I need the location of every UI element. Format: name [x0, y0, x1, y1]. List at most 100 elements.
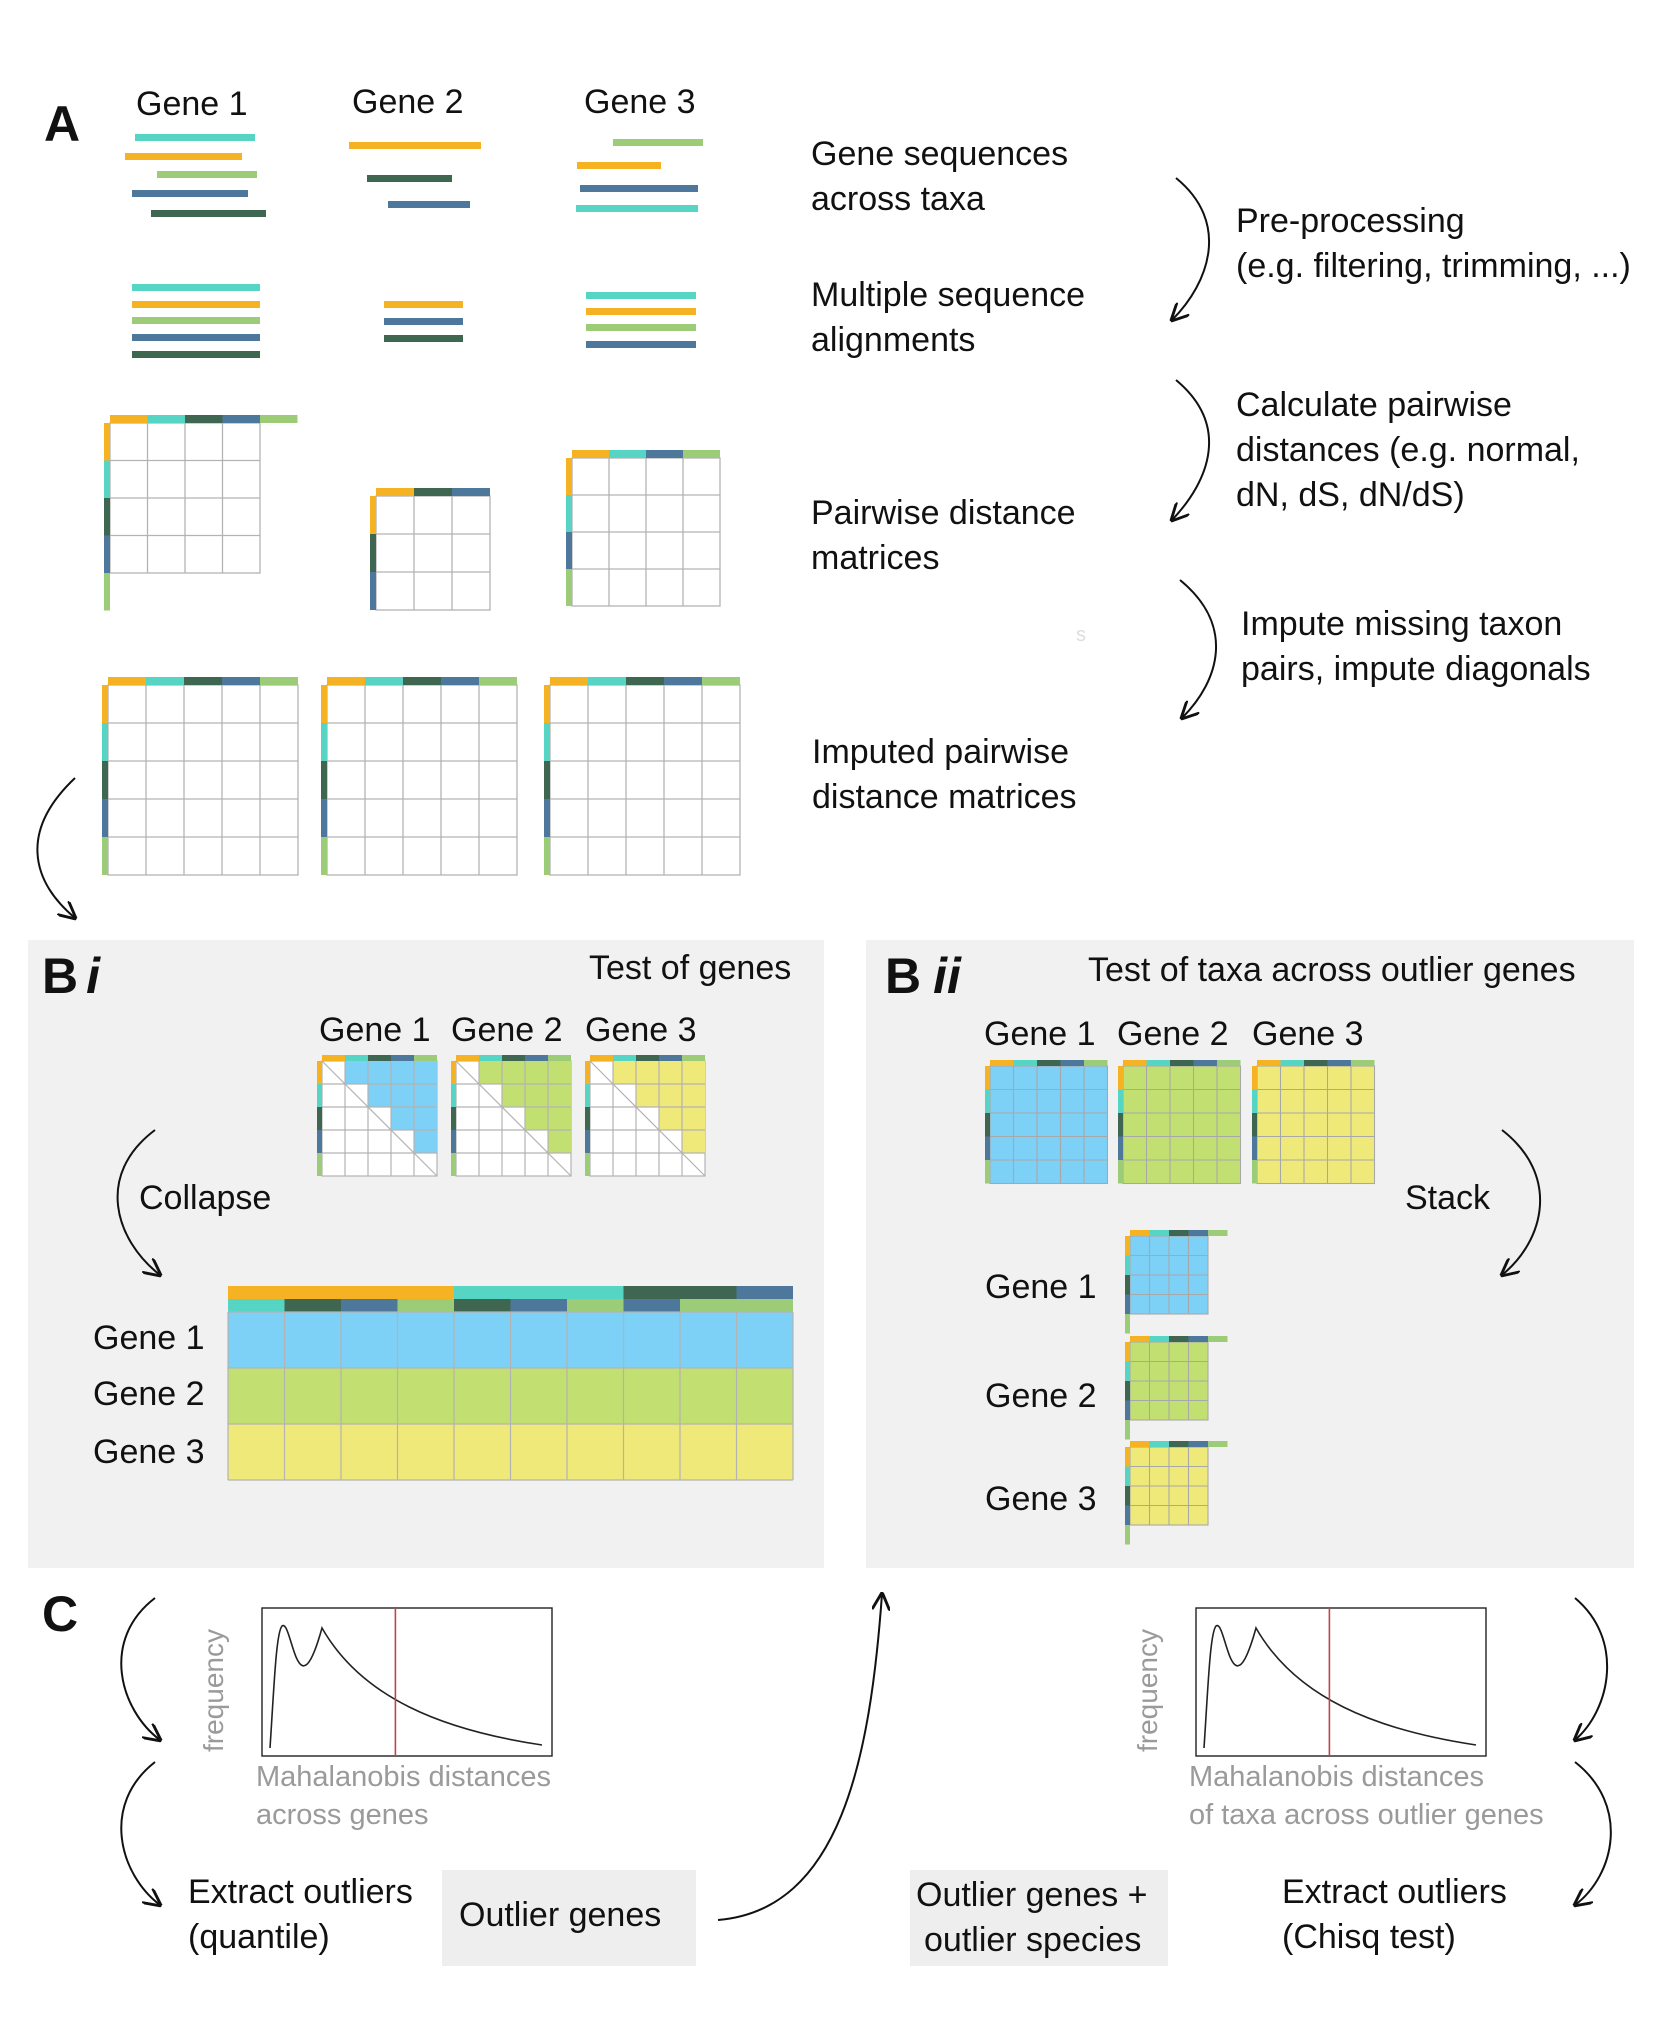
curved-arrow	[1172, 379, 1211, 520]
panel-bi-letter-suffix: i	[86, 948, 101, 1004]
pairwise-matrix-gene2-body	[375, 495, 491, 611]
bi-tri-matrix-gene3-filled-cell	[659, 1084, 682, 1107]
imputed-matrix-gene3-side-stripe	[544, 685, 550, 723]
bii-stacked-gene2-side-stripe	[1125, 1400, 1130, 1420]
pairwise-matrix-gene2-side-stripe	[370, 572, 376, 610]
curved-arrow	[1502, 1129, 1541, 1275]
bii-stacked-gene3-side-stripe	[1125, 1505, 1130, 1525]
bi-tri-matrix-gene2-filled-cell	[502, 1084, 525, 1107]
imputed-matrix-gene2-top-stripe	[479, 677, 517, 685]
collapsed-pair-stripe-b	[284, 1299, 341, 1312]
bi-tri-matrix-gene3-filled-cell	[659, 1061, 682, 1084]
bii-stacked-gene1-side-stripe	[1125, 1236, 1130, 1256]
sequence-bar	[613, 139, 703, 146]
bi-tri-matrix-gene3-filled-cell	[682, 1084, 705, 1107]
left-plot-frame	[261, 1607, 553, 1757]
left-plot-ylabel: frequency	[198, 1629, 229, 1752]
bii-matrix-gene3-side-stripe	[1252, 1136, 1257, 1160]
imputed-matrix-gene2-side-stripe	[321, 799, 327, 837]
bii-stacked-gene1-side-stripe	[1125, 1275, 1130, 1295]
bi-tri-matrix-gene3-filled-cell	[682, 1107, 705, 1130]
sequence-bar	[132, 301, 260, 308]
pairwise-matrix-gene1-side-stripe	[104, 498, 110, 536]
bi-tri-matrix-gene1-top-stripe	[322, 1055, 345, 1061]
collapsed-pair-stripe-b	[510, 1299, 567, 1312]
pairwise-matrix-gene2-side-stripe	[370, 534, 376, 572]
bii-matrix-gene3-side-stripe	[1252, 1113, 1257, 1137]
imputed-matrix-gene2-top-stripe	[403, 677, 441, 685]
panel-bii-row-label-3: Gene 3	[985, 1480, 1097, 1518]
bii-matrix-gene1-side-stripe	[985, 1113, 990, 1137]
left-extract-line1: Extract outliers	[188, 1873, 413, 1911]
bii-stacked-gene3-side-stripe	[1125, 1486, 1130, 1506]
outlier-output-line1: Outlier genes +	[916, 1876, 1148, 1914]
step-imputed-line2: distance matrices	[812, 778, 1077, 816]
bii-matrix-gene1-side-stripe	[985, 1160, 990, 1184]
bii-stacked-gene2-top-stripe	[1169, 1336, 1189, 1342]
right-plot-ylabel: frequency	[1132, 1629, 1163, 1752]
bii-stacked-gene2-top-stripe	[1208, 1336, 1228, 1342]
bi-tri-matrix-gene1-filled-cell	[414, 1130, 437, 1153]
outlier-genes-box: Outlier genes	[442, 1870, 696, 1966]
bii-matrix-gene2-top-stripe	[1170, 1060, 1194, 1066]
transition-impute-line1: Impute missing taxon	[1241, 605, 1563, 643]
bi-tri-matrix-gene1-filled-cell	[414, 1107, 437, 1130]
pairwise-matrix-gene3-top-stripe	[609, 450, 646, 458]
bi-tri-matrix-gene3-top-stripe	[682, 1055, 705, 1061]
imputed-matrix-gene2-top-stripe	[441, 677, 479, 685]
imputed-matrix-gene3-body	[549, 684, 741, 876]
bii-matrix-gene2-top-stripe	[1146, 1060, 1170, 1066]
pairwise-matrix-gene1-side-stripe	[104, 573, 110, 611]
imputed-matrix-gene2-side-stripe	[321, 723, 327, 761]
panel-a-gene-header-2: Gene 2	[352, 83, 464, 121]
imputed-matrix-gene2-side-stripe	[321, 761, 327, 799]
bii-stacked-gene2-top-stripe	[1188, 1336, 1208, 1342]
step-alignments-line1: Multiple sequence	[811, 276, 1086, 314]
bi-tri-matrix-gene3-filled-cell	[636, 1084, 659, 1107]
pairwise-matrix-gene3-side-stripe	[566, 569, 572, 606]
bii-matrix-gene1-side-stripe	[985, 1136, 990, 1160]
bii-matrix-gene1-top-stripe	[1084, 1060, 1108, 1066]
bii-stacked-gene3-top-stripe	[1188, 1441, 1208, 1447]
bii-matrix-gene1-body	[989, 1065, 1109, 1185]
bii-stacked-gene2-top-stripe	[1149, 1336, 1169, 1342]
bi-tri-matrix-gene2-filled-cell	[548, 1084, 571, 1107]
right-plot-xlabel-line2: of taxa across outlier genes	[1189, 1799, 1544, 1831]
bi-tri-matrix-gene2-filled-cell	[548, 1130, 571, 1153]
collapsed-pair-stripe-b	[341, 1299, 398, 1312]
sequence-bar	[132, 190, 248, 197]
bii-matrix-gene1-side-stripe	[985, 1089, 990, 1113]
panel-bi-gene-header-3: Gene 3	[585, 1011, 697, 1049]
panel-bii-letter-suffix: ii	[933, 948, 961, 1004]
curved-arrow	[120, 1597, 160, 1740]
sequence-bar	[349, 142, 481, 149]
collapsed-pair-stripe-a	[680, 1286, 737, 1299]
bii-stacked-gene3-top-stripe	[1169, 1441, 1189, 1447]
bii-stacked-gene1-top-stripe	[1130, 1230, 1150, 1236]
collapsed-pair-stripe-a	[454, 1286, 511, 1299]
bi-tri-matrix-gene3-top-stripe	[636, 1055, 659, 1061]
panel-bii-gene-header-2: Gene 2	[1117, 1015, 1229, 1053]
bi-tri-matrix-gene3-filled-cell	[659, 1107, 682, 1130]
bii-matrix-gene3-top-stripe	[1304, 1060, 1328, 1066]
pairwise-matrix-gene3-side-stripe	[566, 532, 572, 569]
panel-a-gene-header-1: Gene 1	[136, 85, 248, 123]
sequence-bar	[384, 318, 463, 325]
panel-bii-gene-header-1: Gene 1	[984, 1015, 1096, 1053]
imputed-matrix-gene3-side-stripe	[544, 799, 550, 837]
bi-tri-matrix-gene2-top-stripe	[525, 1055, 548, 1061]
bi-tri-matrix-gene2-filled-cell	[525, 1107, 548, 1130]
transition-distance-line3: dN, dS, dN/dS)	[1236, 476, 1465, 514]
transition-distance-line1: Calculate pairwise	[1236, 386, 1512, 424]
panel-bi-gene-header-1: Gene 1	[319, 1011, 431, 1049]
step-sequences-line2: across taxa	[811, 180, 985, 218]
imputed-matrix-gene1-side-stripe	[102, 685, 108, 723]
bii-stacked-gene1-top-stripe	[1149, 1230, 1169, 1236]
panel-bii-letter-b: B	[885, 948, 922, 1004]
bi-tri-matrix-gene1-top-stripe	[368, 1055, 391, 1061]
imputed-matrix-gene2-top-stripe	[365, 677, 403, 685]
imputed-matrix-gene3-side-stripe	[544, 837, 550, 875]
collapsed-pair-stripe-b	[397, 1299, 454, 1312]
bi-tri-matrix-gene1-side-stripe	[317, 1153, 322, 1176]
step-matrices-line2: matrices	[811, 539, 940, 577]
